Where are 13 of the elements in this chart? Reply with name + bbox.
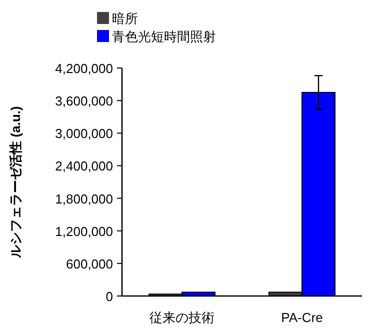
y-axis-title: ルシフェラーゼ活性 (a.u.) — [8, 106, 23, 259]
y-tick-label: 3,600,000 — [55, 94, 113, 109]
x-tick-label: 従来の技術 — [150, 310, 214, 325]
y-tick-label: 1,800,000 — [55, 191, 113, 206]
y-tick-label: 0 — [106, 289, 113, 304]
x-tick-label: PA-Cre — [281, 310, 323, 325]
y-tick-label: 600,000 — [66, 256, 113, 272]
y-tick-label: 2,400,000 — [55, 158, 113, 174]
y-tick-label: 1,200,000 — [55, 224, 113, 239]
y-tick-label: 3,000,000 — [55, 126, 113, 142]
legend-label: 青色光短時間照射 — [112, 29, 216, 44]
y-tick-label: 4,200,000 — [55, 61, 113, 76]
legend-label: 暗所 — [112, 11, 138, 26]
